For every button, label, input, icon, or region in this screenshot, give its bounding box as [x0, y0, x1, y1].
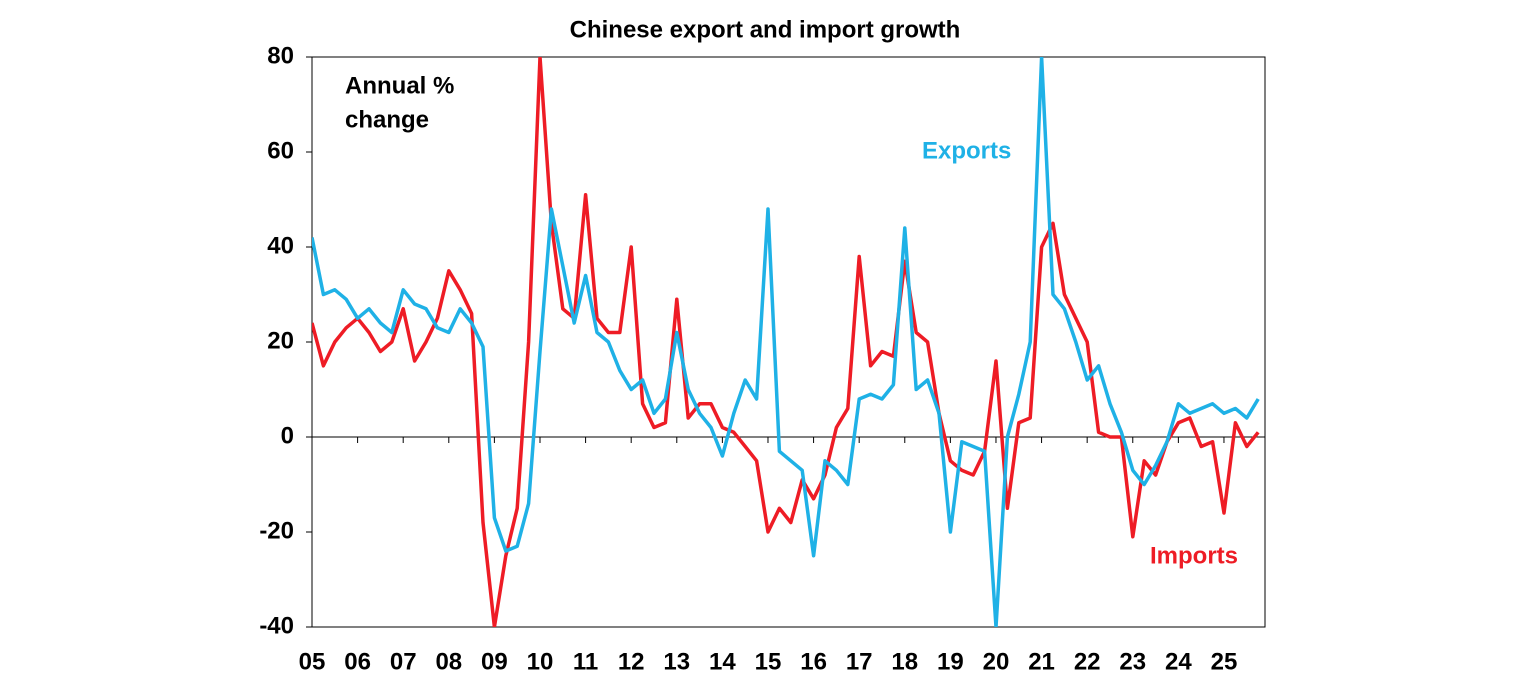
x-tick-label: 07 [390, 648, 417, 675]
x-tick-label: 08 [435, 648, 462, 675]
chart-title: Chinese export and import growth [570, 16, 961, 43]
x-tick-label: 09 [481, 648, 508, 675]
annotation: change [345, 106, 429, 133]
legend-label: Exports [922, 137, 1011, 164]
x-tick-label: 15 [755, 648, 782, 675]
x-tick-label: 12 [618, 648, 645, 675]
x-tick-label: 21 [1028, 648, 1055, 675]
plot-frame [311, 56, 1266, 628]
x-tick-label: 19 [937, 648, 964, 675]
x-tick-label: 06 [344, 648, 371, 675]
series-line [312, 57, 1260, 627]
y-tick-label: -20 [259, 517, 294, 544]
x-tick-label: 13 [663, 648, 690, 675]
x-tick-label: 18 [891, 648, 918, 675]
x-tick-label: 17 [846, 648, 873, 675]
x-tick-label: 11 [573, 648, 598, 675]
x-tick-label: 14 [709, 648, 736, 675]
y-tick-label: 80 [267, 42, 294, 69]
x-tick-label: 23 [1119, 648, 1146, 675]
y-tick-label: 20 [267, 327, 294, 354]
y-tick-label: -40 [259, 612, 294, 639]
annotation: Annual % [345, 72, 454, 99]
series-line [312, 57, 1260, 627]
x-tick-label: 25 [1211, 648, 1238, 675]
x-tick-label: 05 [299, 648, 326, 675]
y-tick-label: 40 [267, 232, 294, 259]
x-tick-label: 22 [1074, 648, 1101, 675]
x-tick-label: 10 [527, 648, 554, 675]
x-tick-label: 16 [800, 648, 827, 675]
y-tick-label: 0 [281, 422, 294, 449]
y-tick-label: 60 [267, 137, 294, 164]
legend-label: Imports [1150, 542, 1238, 569]
x-tick-label: 20 [983, 648, 1010, 675]
x-tick-label: 24 [1165, 648, 1192, 675]
